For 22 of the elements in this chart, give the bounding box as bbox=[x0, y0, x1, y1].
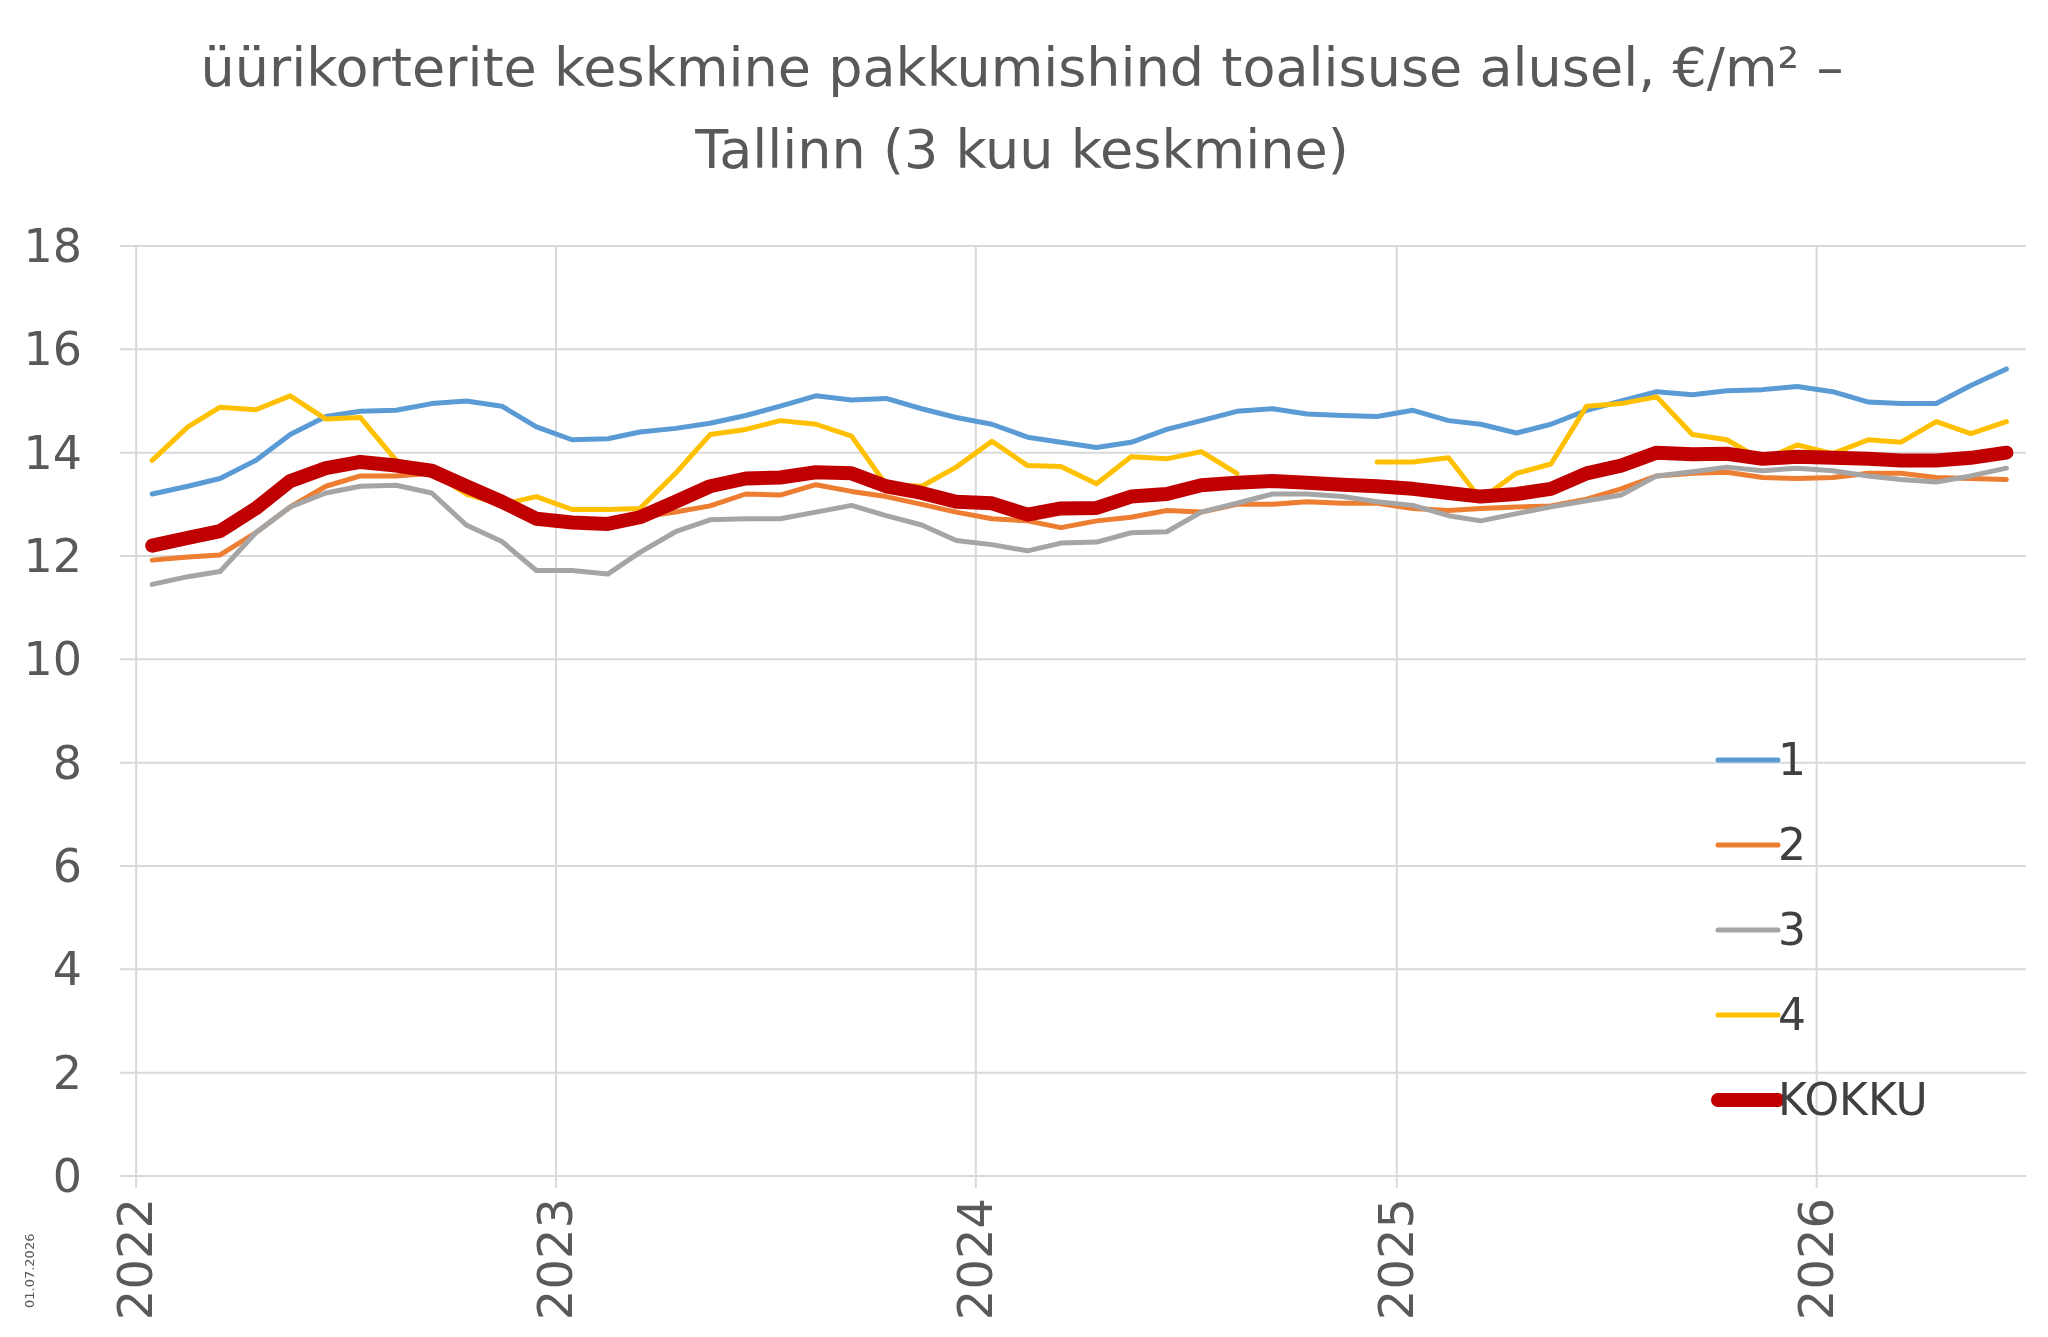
y-tick-label: 6 bbox=[52, 839, 82, 893]
legend-label: 4 bbox=[1778, 989, 1806, 1040]
y-tick-label: 4 bbox=[52, 942, 82, 997]
text: 01.07.2026 bbox=[22, 1233, 37, 1308]
legend-label: KOKKU bbox=[1778, 1074, 1928, 1125]
x-tick-label: 2026 bbox=[1787, 1198, 1844, 1321]
y-tick-label: 12 bbox=[23, 529, 82, 583]
x-tick-label: 2022 bbox=[107, 1198, 164, 1321]
y-tick-label: 8 bbox=[52, 735, 82, 790]
y-tick-label: 0 bbox=[52, 1149, 82, 1203]
y-tick-label: 14 bbox=[23, 425, 82, 480]
legend-label: 2 bbox=[1778, 819, 1806, 870]
x-tick-label: 2024 bbox=[946, 1198, 1003, 1321]
legend-label: 1 bbox=[1778, 734, 1806, 785]
chart-title: üürikorterite keskmine pakkumishind toalisuse alusel, €/m² – Tallinn (3 kuu keskmine) bbox=[200, 36, 1844, 181]
y-tick-label: 16 bbox=[23, 322, 82, 377]
y-tick-label: 10 bbox=[23, 632, 82, 687]
y-tick-label: 2 bbox=[52, 1045, 82, 1100]
y-tick-label: 18 bbox=[23, 219, 82, 273]
x-tick-label: 2023 bbox=[526, 1198, 583, 1321]
legend-label: 3 bbox=[1778, 904, 1806, 955]
x-tick-label: 2025 bbox=[1367, 1198, 1424, 1321]
